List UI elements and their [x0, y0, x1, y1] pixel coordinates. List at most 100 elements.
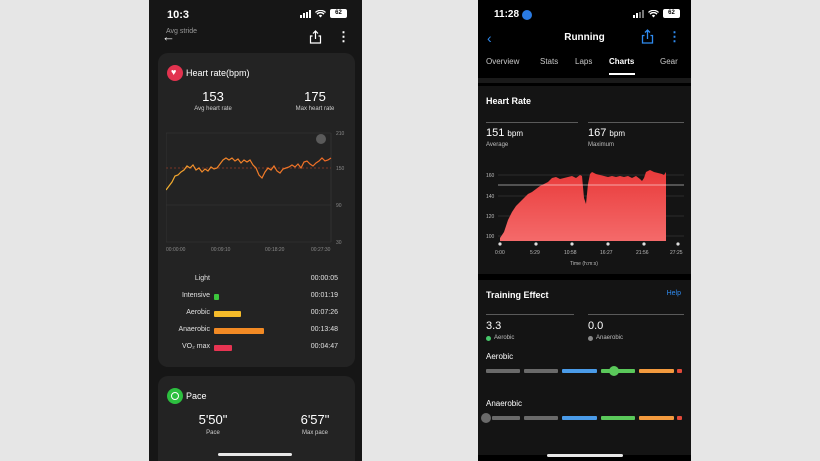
more-options-icon[interactable]: ⋮: [337, 29, 350, 44]
zone-bar: [214, 328, 264, 334]
max-heart-rate-value: 175: [304, 89, 326, 104]
avg-heart-rate-unit: bpm: [507, 129, 523, 138]
y-tick: 150: [336, 166, 345, 172]
more-options-icon[interactable]: ⋮: [668, 29, 681, 44]
left-phone-screen: 10:3 62 Avg stride ← ⋮ Heart rate(bpm) 1…: [149, 0, 362, 461]
x-tick: 00:09:10: [211, 247, 231, 253]
zone-time: 00:00:05: [310, 275, 338, 282]
max-heart-rate-value: 167: [588, 127, 607, 139]
home-indicator[interactable]: [547, 454, 623, 457]
zone-name: VO₂ max: [182, 343, 210, 350]
x-tick-marker: [676, 242, 680, 246]
zone-time: 00:01:19: [310, 292, 338, 299]
help-link[interactable]: Help: [666, 290, 681, 297]
avg-heart-rate-value: 151: [486, 127, 505, 139]
x-tick-marker: [498, 242, 502, 246]
zone-bar: [214, 345, 232, 351]
heart-rate-line: [166, 157, 332, 191]
pace-title: Pace: [186, 391, 207, 401]
heart-rate-section: Heart Rate 151 bpm Average 167 bpm Maxim…: [478, 86, 691, 274]
aerobic-dot: [486, 336, 491, 341]
x-tick: 27:25: [670, 250, 683, 256]
zone-name: Anaerobic: [178, 326, 210, 333]
zone-name: Aerobic: [186, 309, 210, 316]
zone-bar: [214, 311, 241, 317]
share-icon[interactable]: [309, 30, 322, 44]
tab-overview[interactable]: Overview: [486, 57, 520, 66]
status-time: 10:3: [167, 9, 190, 21]
avg-heart-rate-label: Average: [486, 142, 509, 148]
stride-label: Avg stride: [166, 28, 197, 35]
x-tick: 16:27: [600, 250, 613, 256]
pace-card: Pace 5'50" Pace 6'57" Max pace: [158, 376, 355, 461]
y-tick: 120: [486, 214, 495, 220]
avg-heart-rate: 151 bpm: [486, 127, 523, 139]
aerobic-row-label: Aerobic: [486, 352, 514, 361]
location-icon: [522, 10, 532, 20]
y-tick: 30: [336, 240, 342, 246]
zoom-reset-icon[interactable]: [316, 134, 326, 144]
status-time: 11:28: [494, 9, 520, 20]
zone-row: Anaerobic 00:13:48: [158, 326, 355, 338]
tab-laps[interactable]: Laps: [575, 57, 593, 66]
status-icons: 62: [300, 9, 347, 18]
max-pace-label: Max pace: [301, 430, 328, 436]
wifi-icon: [315, 9, 326, 17]
status-icons: 62: [633, 9, 680, 18]
tab-charts[interactable]: Charts: [609, 57, 635, 66]
aerobic-te-value: 3.3: [486, 320, 502, 332]
heart-rate-area: [500, 170, 666, 241]
avg-heart-rate-value: 153: [202, 89, 224, 104]
zone-time: 00:13:48: [310, 326, 338, 333]
anaerobic-te-label: Anaerobic: [596, 335, 624, 341]
avg-pace-value: 5'50": [198, 412, 228, 427]
divider: [486, 122, 578, 123]
y-tick: 160: [486, 173, 495, 179]
scale-segment: [524, 369, 558, 373]
anaerobic-marker: [481, 413, 491, 423]
anaerobic-row-label: Anaerobic: [486, 399, 523, 408]
heart-icon: [167, 65, 183, 81]
signal-icon: [300, 9, 311, 18]
y-tick: 210: [336, 131, 345, 137]
divider: [588, 122, 684, 123]
scale-segment: [601, 416, 635, 420]
aerobic-marker: [609, 366, 619, 376]
right-phone-screen: 11:28 62 ‹ Running ⋮ Overview Stats Laps…: [478, 0, 691, 461]
scale-segment: [639, 369, 674, 373]
x-tick: 00:27:30: [311, 247, 331, 253]
heart-rate-chart: 210 150 90 30 00:00:00 00:09:10 00:18:20…: [166, 131, 345, 253]
tab-gear[interactable]: Gear: [660, 57, 678, 66]
share-icon[interactable]: [641, 29, 654, 44]
section-divider: [478, 78, 691, 83]
x-tick-marker: [642, 242, 646, 246]
scale-segment: [524, 416, 558, 420]
scale-segment: [492, 416, 520, 420]
back-arrow-icon[interactable]: ←: [162, 29, 175, 44]
home-indicator[interactable]: [218, 453, 292, 456]
x-tick: 00:18:20: [265, 247, 285, 253]
battery-icon: 62: [663, 9, 680, 18]
aerobic-te-label: Aerobic: [494, 335, 515, 341]
scale-segment: [486, 369, 520, 373]
x-tick: 00:00:00: [166, 247, 186, 253]
scale-segment: [677, 369, 682, 373]
page-title: Running: [564, 32, 605, 43]
active-tab-indicator: [609, 73, 635, 75]
zone-row: Intensive 00:01:19: [158, 292, 355, 304]
x-tick-marker: [570, 242, 574, 246]
heart-rate-chart: 160 140 120 100 0:00 5:29 10:58 16:27 21…: [486, 170, 684, 267]
heart-rate-card: Heart rate(bpm) 153 Avg heart rate 175 M…: [158, 53, 355, 367]
zone-row: Aerobic 00:07:26: [158, 309, 355, 321]
divider: [486, 314, 574, 315]
tab-stats[interactable]: Stats: [540, 57, 559, 66]
back-chevron-icon[interactable]: ‹: [487, 30, 492, 46]
zone-row: Light 00:00:05: [158, 275, 355, 287]
status-bar: 10:3 62: [149, 0, 362, 28]
scale-segment: [562, 369, 597, 373]
max-heart-rate-label: Maximum: [588, 142, 615, 148]
scale-segment: [562, 416, 597, 420]
training-effect-section: Training Effect Help 3.3 Aerobic 0.0 Ana…: [478, 280, 691, 455]
wifi-icon: [648, 9, 659, 17]
